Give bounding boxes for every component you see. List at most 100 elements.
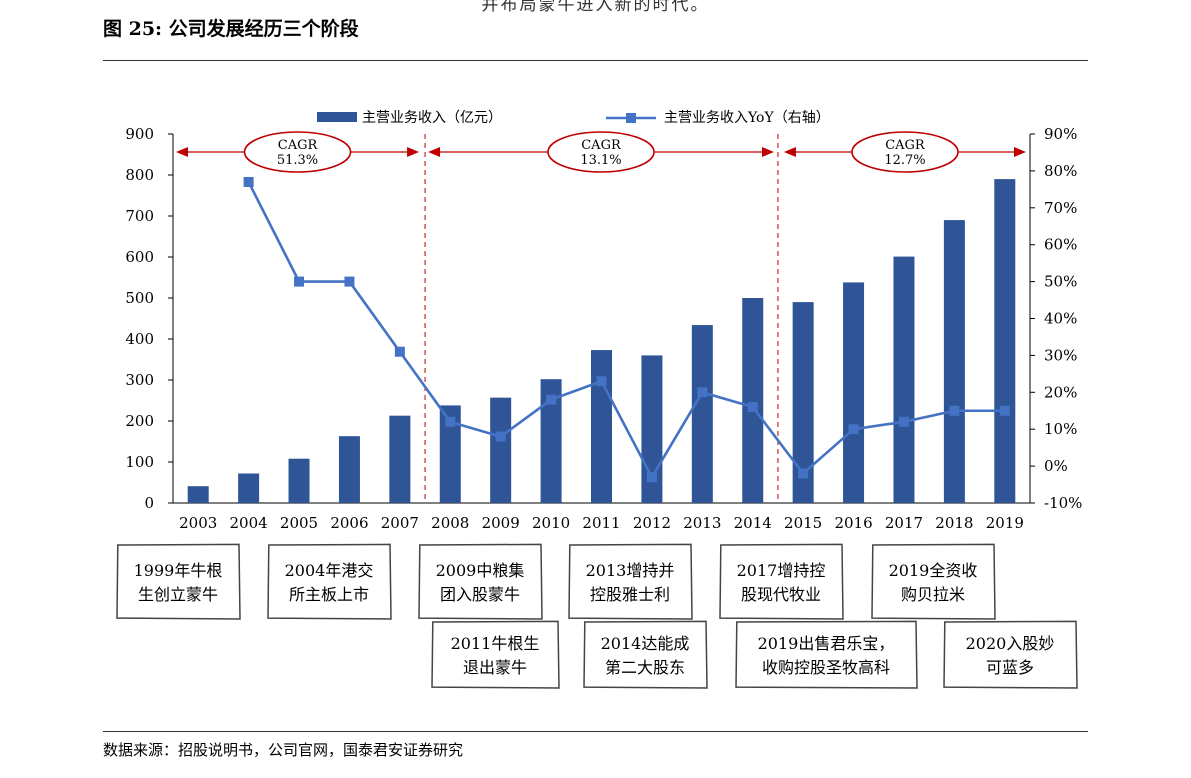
left-axis-tick-label: 800 bbox=[125, 166, 154, 184]
x-axis-tick-label: 2013 bbox=[683, 514, 721, 532]
cagr-value: 12.7% bbox=[884, 153, 925, 168]
chart-legend: 主营业务收入（亿元） 主营业务收入YoY（右轴） bbox=[317, 110, 830, 126]
cagr-value: 51.3% bbox=[277, 153, 318, 168]
figure-title: 图 25: 公司发展经历三个阶段 bbox=[103, 18, 359, 40]
right-axis-tick-label: 50% bbox=[1044, 273, 1077, 291]
yoy-point bbox=[445, 416, 456, 427]
yoy-point bbox=[848, 424, 859, 435]
revenue-bar bbox=[439, 405, 461, 503]
annotation-box bbox=[583, 620, 708, 689]
annotation-text: 2019出售君乐宝， bbox=[758, 634, 895, 653]
annotation-box bbox=[943, 620, 1078, 689]
revenue-bar bbox=[338, 436, 360, 503]
left-axis-tick-label: 100 bbox=[125, 453, 154, 471]
left-axis-tick-label: 200 bbox=[125, 412, 154, 430]
yoy-point bbox=[697, 387, 708, 398]
yoy-line bbox=[247, 181, 1005, 480]
left-axis-tick-label: 300 bbox=[125, 371, 154, 389]
yoy-point bbox=[243, 176, 254, 187]
yoy-point bbox=[747, 402, 758, 413]
annotation-text: 购贝拉米 bbox=[901, 585, 965, 604]
annotation-box bbox=[568, 543, 693, 620]
right-axis-tick-label: 40% bbox=[1044, 310, 1077, 328]
legend-line-label: 主营业务收入YoY（右轴） bbox=[664, 110, 830, 126]
annotation-text: 股现代牧业 bbox=[741, 585, 821, 604]
revenue-bar bbox=[893, 256, 915, 503]
yoy-point bbox=[394, 346, 405, 357]
phase-arrowhead-left bbox=[783, 147, 796, 157]
left-axis-tick-label: 700 bbox=[125, 207, 154, 225]
annotation-text: 2004年港交 bbox=[285, 561, 374, 580]
annotation-box bbox=[735, 620, 918, 689]
annotation-text: 控股雅士利 bbox=[590, 585, 670, 604]
x-axis-tick-label: 2011 bbox=[582, 514, 620, 532]
revenue-bar bbox=[288, 458, 310, 503]
x-axis-tick-label: 2003 bbox=[179, 514, 217, 532]
annotation-text: 2019全资收 bbox=[889, 561, 978, 580]
cagr-oval bbox=[851, 131, 959, 173]
phase-arrowhead-right bbox=[407, 147, 420, 157]
legend-line-marker bbox=[626, 113, 636, 123]
yoy-point bbox=[798, 468, 809, 479]
yoy-point bbox=[646, 472, 657, 483]
annotation-text: 生创立蒙牛 bbox=[138, 585, 218, 604]
yoy-point bbox=[596, 376, 607, 387]
annotation-box bbox=[267, 543, 392, 620]
top-divider bbox=[103, 60, 1088, 61]
revenue-bar bbox=[540, 379, 562, 503]
yoy-point bbox=[546, 394, 557, 405]
yoy-point bbox=[495, 431, 506, 442]
revenue-bar bbox=[490, 397, 512, 503]
annotation-text: 2017增持控 bbox=[737, 561, 826, 580]
yoy-point bbox=[344, 276, 355, 287]
right-axis-tick-label: 10% bbox=[1044, 420, 1077, 438]
right-axis-tick-label: 70% bbox=[1044, 199, 1077, 217]
phase-arrowhead-right bbox=[761, 147, 774, 157]
chart-axes: 0 100 200 300 400 500 600 700 800 900 -10% 0% 10% 20%… bbox=[125, 125, 1082, 532]
left-axis-tick-label: 500 bbox=[125, 289, 154, 307]
x-axis-tick-label: 2006 bbox=[330, 514, 368, 532]
phase-arrowhead-right bbox=[1014, 147, 1026, 157]
revenue-bar bbox=[591, 350, 612, 503]
revenue-chart: 0 100 200 300 400 500 600 700 800 900 -10% 0% 10% 20%… bbox=[116, 110, 1082, 689]
yoy-point bbox=[294, 276, 305, 287]
left-axis-tick-label: 0 bbox=[144, 494, 154, 512]
yoy-point bbox=[898, 416, 909, 427]
cagr-value: 13.1% bbox=[580, 153, 621, 168]
left-axis-tick-label: 600 bbox=[125, 248, 154, 266]
right-axis-tick-label: -10% bbox=[1044, 494, 1082, 512]
x-axis-tick-label: 2015 bbox=[784, 514, 822, 532]
bar-series bbox=[187, 179, 1016, 503]
phase-arrowhead-left bbox=[428, 147, 441, 157]
right-axis-tick-label: 20% bbox=[1044, 383, 1077, 401]
right-axis-tick-label: 60% bbox=[1044, 236, 1077, 254]
right-axis-tick-label: 0% bbox=[1044, 457, 1068, 475]
cagr-oval bbox=[547, 131, 655, 173]
annotation-text: 1999年牛根 bbox=[134, 561, 223, 580]
annotation-text: 团入股蒙牛 bbox=[440, 585, 520, 604]
source-note: 数据来源：招股说明书，公司官网，国泰君安证券研究 bbox=[103, 741, 464, 759]
x-axis-tick-label: 2010 bbox=[532, 514, 570, 532]
annotation-box bbox=[871, 543, 996, 620]
x-axis-tick-label: 2016 bbox=[834, 514, 872, 532]
legend-bar-label: 主营业务收入（亿元） bbox=[362, 110, 502, 126]
right-axis-tick-label: 30% bbox=[1044, 346, 1077, 364]
annotation-text: 可蓝多 bbox=[986, 658, 1034, 677]
revenue-bar bbox=[792, 302, 814, 503]
left-axis-tick-label: 400 bbox=[125, 330, 154, 348]
x-axis-tick-label: 2014 bbox=[734, 514, 772, 532]
annotation-box bbox=[418, 543, 543, 620]
cagr-label: CAGR bbox=[278, 138, 319, 153]
right-axis-tick-label: 90% bbox=[1044, 125, 1077, 143]
revenue-bar bbox=[843, 282, 865, 503]
x-axis-tick-label: 2008 bbox=[431, 514, 469, 532]
x-axis-tick-label: 2017 bbox=[885, 514, 923, 532]
yoy-point bbox=[949, 405, 960, 416]
annotation-box bbox=[116, 543, 241, 620]
annotation-text: 第二大股东 bbox=[605, 658, 685, 677]
x-axis-tick-label: 2019 bbox=[986, 514, 1024, 532]
top-fragment-text: 并布局蒙牛进入新的时代。 bbox=[481, 0, 710, 15]
x-axis-tick-label: 2012 bbox=[633, 514, 671, 532]
